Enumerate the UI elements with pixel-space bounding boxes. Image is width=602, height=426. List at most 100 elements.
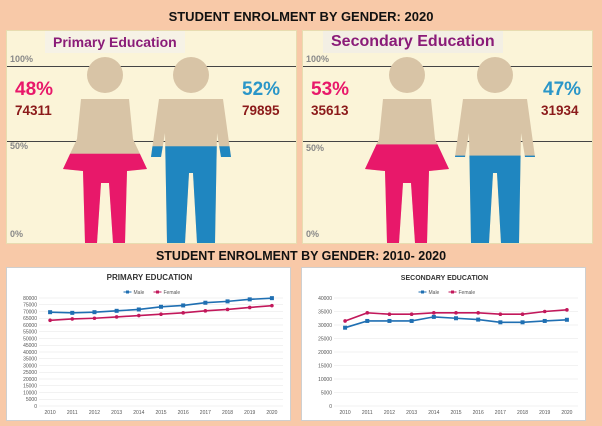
x-tick-label: 2014 (133, 410, 144, 416)
gridline-100 (303, 66, 592, 67)
gridline-100 (7, 66, 296, 67)
title-2020: STUDENT ENROLMENT BY GENDER: 2020 (168, 9, 434, 24)
level-0: 0% (10, 229, 24, 239)
x-tick-label: 2011 (362, 410, 373, 416)
y-tick-label: 75000 (23, 303, 37, 309)
point-female (225, 307, 230, 312)
level-50: 50% (306, 143, 325, 153)
x-tick-label: 2014 (428, 410, 439, 416)
point-female (48, 318, 52, 323)
point-male (92, 310, 97, 315)
female-count: 35613 (311, 103, 349, 118)
female-pct: 48% (15, 79, 54, 100)
y-tick-label: 80000 (23, 296, 37, 302)
point-female (565, 308, 569, 312)
point-female (498, 312, 503, 316)
point-male (136, 307, 141, 312)
legend-label: Male (429, 290, 440, 296)
female-figure (63, 57, 147, 243)
y-tick-label: 35000 (23, 357, 37, 363)
legend-marker (421, 290, 424, 294)
male-count: 79895 (242, 103, 280, 118)
x-tick-label: 2019 (539, 410, 550, 416)
male-figure (151, 57, 231, 243)
y-tick-label: 70000 (23, 309, 37, 315)
point-male (203, 300, 208, 305)
female-figure (365, 57, 449, 243)
y-tick-label: 40000 (23, 350, 37, 356)
male-fill (151, 146, 231, 243)
point-male (181, 303, 186, 308)
male-count: 31934 (541, 103, 579, 118)
male-pct: 47% (543, 79, 582, 100)
point-female (203, 309, 208, 313)
point-female (454, 311, 458, 315)
x-tick-label: 2018 (517, 410, 528, 416)
male-fill (455, 155, 535, 243)
female-fill (63, 153, 147, 243)
level-50: 50% (10, 141, 29, 151)
x-tick-label: 2011 (67, 410, 78, 416)
primary-2020-panel: Primary Education 100% 50% 0% 48% 74311 … (6, 30, 297, 244)
point-female (387, 312, 392, 316)
point-female (542, 309, 547, 314)
point-male (159, 304, 163, 309)
legend-label: Female (459, 290, 476, 296)
primary-trend-svg: PRIMARY EDUCATION Male Female 0500010000150… (23, 273, 283, 416)
point-male (564, 317, 569, 322)
point-male (520, 320, 525, 325)
point-female (432, 311, 436, 315)
y-tick-label: 50000 (23, 336, 37, 342)
point-female (70, 317, 75, 321)
x-tick-label: 2012 (384, 410, 395, 416)
secondary-trend-svg: SECONDARY EDUCATION Male Female 0 5000 10000 1… (318, 275, 578, 416)
primary-panel-title: Primary Education (45, 31, 185, 53)
y-tick-label: 20000 (23, 377, 37, 383)
primary-trend-chart: PRIMARY EDUCATION Male Female 0 5000 10000 150… (6, 267, 291, 421)
y-tick-label: 40000 (318, 296, 332, 302)
point-male (431, 314, 436, 319)
y-tick-label: 25000 (23, 370, 37, 376)
y-tick-label: 20000 (318, 350, 332, 356)
legend-marker (126, 290, 129, 294)
y-tick-label: 10000 (318, 377, 332, 383)
y-tick-label: 30000 (23, 363, 37, 369)
chart-title: SECONDARY EDUCATION (401, 275, 488, 282)
y-tick-label: 10000 (23, 390, 37, 396)
level-0: 0% (306, 229, 320, 239)
x-tick-label: 2013 (111, 410, 122, 416)
point-female (520, 312, 525, 316)
x-tick-label: 2015 (450, 410, 461, 416)
point-male (343, 325, 348, 330)
x-tick-label: 2017 (200, 410, 211, 416)
point-female (270, 303, 274, 308)
x-tick-label: 2020 (561, 410, 572, 416)
title-trend: STUDENT ENROLMENT BY GENDER: 2010- 2020 (155, 249, 447, 263)
x-tick-label: 2018 (222, 410, 233, 416)
point-male (225, 299, 230, 304)
female-pct: 53% (311, 79, 350, 100)
male-figure (455, 57, 535, 243)
y-tick-label: 60000 (23, 323, 37, 329)
level-100: 100% (10, 54, 34, 64)
female-count: 74311 (15, 103, 52, 118)
y-tick-label: 55000 (23, 330, 37, 336)
point-male (70, 310, 75, 315)
point-female (181, 311, 185, 315)
legend-label: Female (164, 290, 181, 296)
point-female (343, 319, 347, 323)
x-tick-label: 2010 (340, 410, 351, 416)
y-tick-label: 0 (34, 404, 37, 410)
gridline-50 (303, 141, 592, 142)
legend-marker (156, 290, 159, 294)
y-tick-label: 25000 (318, 336, 332, 342)
point-female (409, 312, 414, 316)
point-female (247, 305, 252, 310)
y-tick-label: 0 (329, 404, 332, 410)
female-fill (365, 144, 449, 243)
y-tick-label: 5000 (321, 390, 332, 396)
secondary-2020-panel: Secondary Education 100% 50% 0% 53% 3561… (302, 30, 593, 244)
secondary-panel-title: Secondary Education (323, 31, 503, 53)
y-tick-label: 45000 (23, 343, 37, 349)
gridline-50 (7, 141, 296, 142)
